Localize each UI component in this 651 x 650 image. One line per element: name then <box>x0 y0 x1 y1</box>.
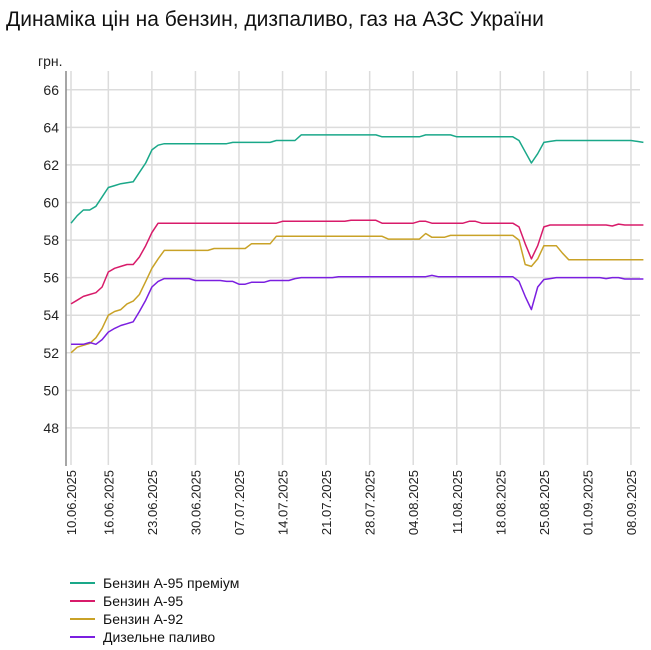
legend-item: Дизельне паливо <box>70 628 239 646</box>
x-tick-label: 30.06.2025 <box>188 470 203 535</box>
x-tick-label: 21.07.2025 <box>319 470 334 535</box>
x-tick-label: 10.06.2025 <box>64 470 79 535</box>
y-tick-label: 60 <box>43 195 59 211</box>
x-tick-label: 11.08.2025 <box>450 470 465 534</box>
grid <box>66 71 640 465</box>
series-line-1 <box>70 134 644 224</box>
x-tick-label: 04.08.2025 <box>406 470 421 535</box>
y-tick-label: 66 <box>43 82 59 98</box>
y-tick-label: 50 <box>43 382 59 398</box>
series-line-2 <box>70 219 644 305</box>
legend-swatch <box>70 618 95 620</box>
line-chart: грн. 48 50 52 54 56 58 60 62 64 66 10.06.2025 16.06… <box>38 53 644 535</box>
y-tick-label: 52 <box>43 345 59 361</box>
x-tick-label: 01.09.2025 <box>580 470 595 535</box>
legend-label: Бензин А-95 преміум <box>103 575 240 591</box>
axes: 48 50 52 54 56 58 60 62 64 66 10.06.2025 16.06.2025… <box>43 71 639 535</box>
legend-swatch <box>70 636 95 638</box>
legend-label: Дизельне паливо <box>103 629 216 645</box>
series-lines <box>70 134 644 354</box>
x-tick-label: 14.07.2025 <box>276 470 291 535</box>
legend-swatch <box>70 600 95 602</box>
y-tick-label: 54 <box>43 307 59 323</box>
x-tick-label: 16.06.2025 <box>101 470 116 535</box>
legend: Бензин А-95 преміум Бензин А-95 Бензин А-9… <box>70 574 239 646</box>
series-line-3 <box>70 232 644 354</box>
legend-swatch <box>70 582 95 584</box>
legend-label: Бензин А-95 <box>103 593 184 609</box>
chart-title: Динаміка цін на бензин, дизпаливо, газ н… <box>6 8 544 31</box>
x-tick-label: 07.07.2025 <box>232 470 247 535</box>
legend-item: Бензин А-92 <box>70 610 239 628</box>
y-tick-label: 58 <box>43 232 59 248</box>
x-tick-label: 08.09.2025 <box>624 470 639 535</box>
y-tick-label: 62 <box>43 157 59 173</box>
x-tick-label: 18.08.2025 <box>493 470 508 535</box>
x-tick-label: 25.08.2025 <box>537 470 552 535</box>
y-tick-label: 64 <box>43 119 59 135</box>
y-axis-label: грн. <box>38 53 63 69</box>
y-tick-label: 56 <box>43 270 59 286</box>
legend-label: Бензин А-92 <box>103 611 184 627</box>
legend-item: Бензин А-95 <box>70 592 239 610</box>
y-tick-label: 48 <box>43 420 59 436</box>
legend-item: Бензин А-95 преміум <box>70 574 239 592</box>
series-line-4 <box>71 274 644 346</box>
x-tick-label: 23.06.2025 <box>145 470 160 535</box>
x-tick-label: 28.07.2025 <box>363 470 378 535</box>
